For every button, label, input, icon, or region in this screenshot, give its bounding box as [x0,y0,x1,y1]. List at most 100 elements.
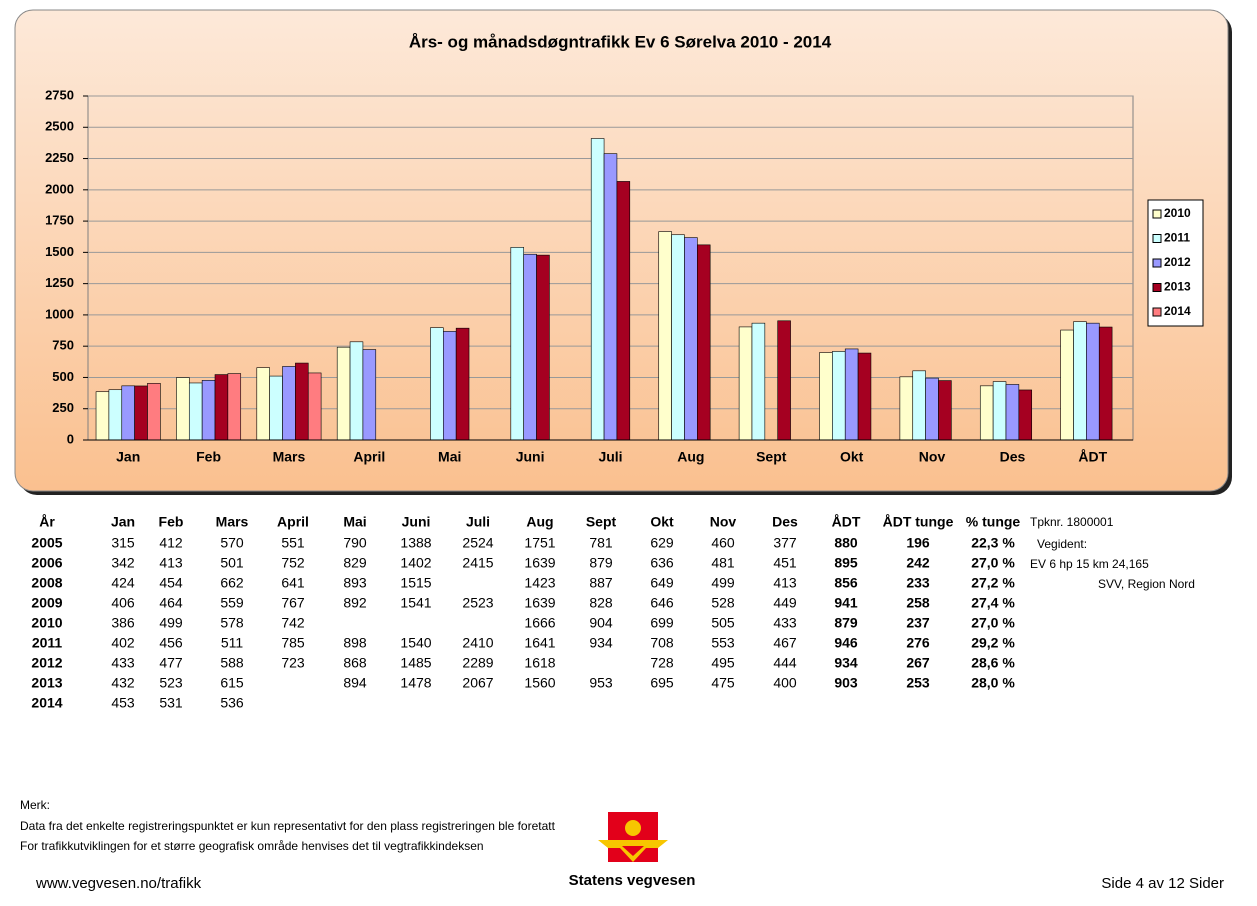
note-line: Data fra det enkelte registreringspunkte… [20,819,556,833]
legend-swatch [1152,234,1162,243]
bar [979,385,994,441]
x-tick-label: Feb [196,449,221,465]
bar [214,374,229,441]
table-cell: 460 [711,535,735,551]
table-header: April [277,514,309,530]
bar [227,373,242,441]
legend-label: 2014 [1164,304,1191,318]
bar [844,348,859,441]
bar [671,234,685,441]
table-header: Aug [526,514,553,530]
legend-label: 2010 [1164,206,1191,220]
table-cell: 785 [281,635,305,651]
x-tick-label: April [353,449,385,465]
table-header: Mars [216,514,249,530]
bar [603,153,618,441]
table-cell: 27,2 % [971,575,1015,591]
table-cell: 27,4 % [971,595,1015,611]
bar [658,231,672,441]
chart: 0 250 500 750 1000 1250 1500 1750 2000 2250 2500 27… [45,87,1191,464]
table-cell: 2289 [462,655,493,671]
table-cell: 400 [773,675,797,691]
bar [188,382,203,441]
table-cell: 588 [220,655,244,671]
table-cell: 28,6 % [971,655,1015,671]
bar [1060,329,1074,441]
table-cell: 662 [220,575,244,591]
bar [1086,322,1100,441]
y-tick-label: 2250 [45,150,74,165]
bar [147,383,161,441]
table-cell: 1423 [524,575,555,591]
y-tick-label: 2750 [45,87,74,102]
table-cell: 449 [773,595,797,611]
table-cell: 880 [834,535,858,551]
bar [307,372,322,441]
table-cell: 903 [834,675,858,691]
table-cell: 879 [834,615,858,631]
bar [455,327,470,441]
table-cell: 432 [111,675,135,691]
table-cell: 1641 [524,635,555,651]
bar [912,370,926,441]
table-cell: 242 [906,555,930,571]
table-cell: 28,0 % [971,675,1015,691]
bar [134,385,148,441]
table-header: År [39,514,55,530]
table-cell: 377 [773,535,797,551]
table-cell: 2012 [31,655,62,671]
region: SVV, Region Nord [1098,577,1195,591]
table-cell: 1485 [400,655,431,671]
table-cell: 895 [834,555,858,571]
table-cell: 1751 [524,535,555,551]
bar [925,377,939,441]
table-cell: 464 [159,595,183,611]
table-cell: 531 [159,695,183,711]
x-tick-label: Jan [116,449,140,465]
bar [697,244,711,441]
vegident-label: Vegident: [1037,537,1087,551]
bar [282,366,296,441]
table-cell: 934 [834,655,858,671]
bar [362,349,377,441]
bar [295,362,309,441]
table-cell: 934 [589,635,613,651]
table-cell: 499 [159,615,183,631]
bar [992,381,1007,441]
table-header: Mai [343,514,366,530]
table-cell: 511 [221,635,244,651]
x-tick-label: Juli [598,449,622,465]
table-cell: 22,3 % [971,535,1015,551]
table-header: ÅDT [832,514,861,530]
table-cell: 1388 [400,535,431,551]
y-tick-label: 2500 [45,119,74,134]
bar [590,138,605,441]
table-cell: 315 [111,535,135,551]
bar [442,331,457,441]
logo-text: Statens vegvesen [569,872,696,889]
table-cell: 2415 [462,555,493,571]
table-cell: 887 [589,575,613,591]
table-cell: 196 [906,535,930,551]
x-tick-label: Mai [438,449,461,465]
bar [1005,384,1020,441]
bar [510,247,524,441]
table-cell: 481 [711,555,735,571]
bar [523,253,537,441]
table-header: Sept [586,514,617,530]
bar [819,352,833,441]
table-cell: 894 [343,675,367,691]
y-tick-label: 0 [67,431,74,446]
table-cell: 2011 [32,635,63,651]
table-cell: 646 [650,595,674,611]
table-cell: 477 [159,655,183,671]
table-cell: 27,0 % [971,555,1015,571]
bar [1073,321,1087,441]
legend-label: 2011 [1164,231,1190,245]
footer-page: Side 4 av 12 Sider [1101,875,1224,892]
table-cell: 233 [906,575,930,591]
bar [751,322,766,441]
bar [536,254,550,441]
table-cell: 433 [773,615,797,631]
note-line: For trafikkutviklingen for et større geo… [20,839,484,853]
